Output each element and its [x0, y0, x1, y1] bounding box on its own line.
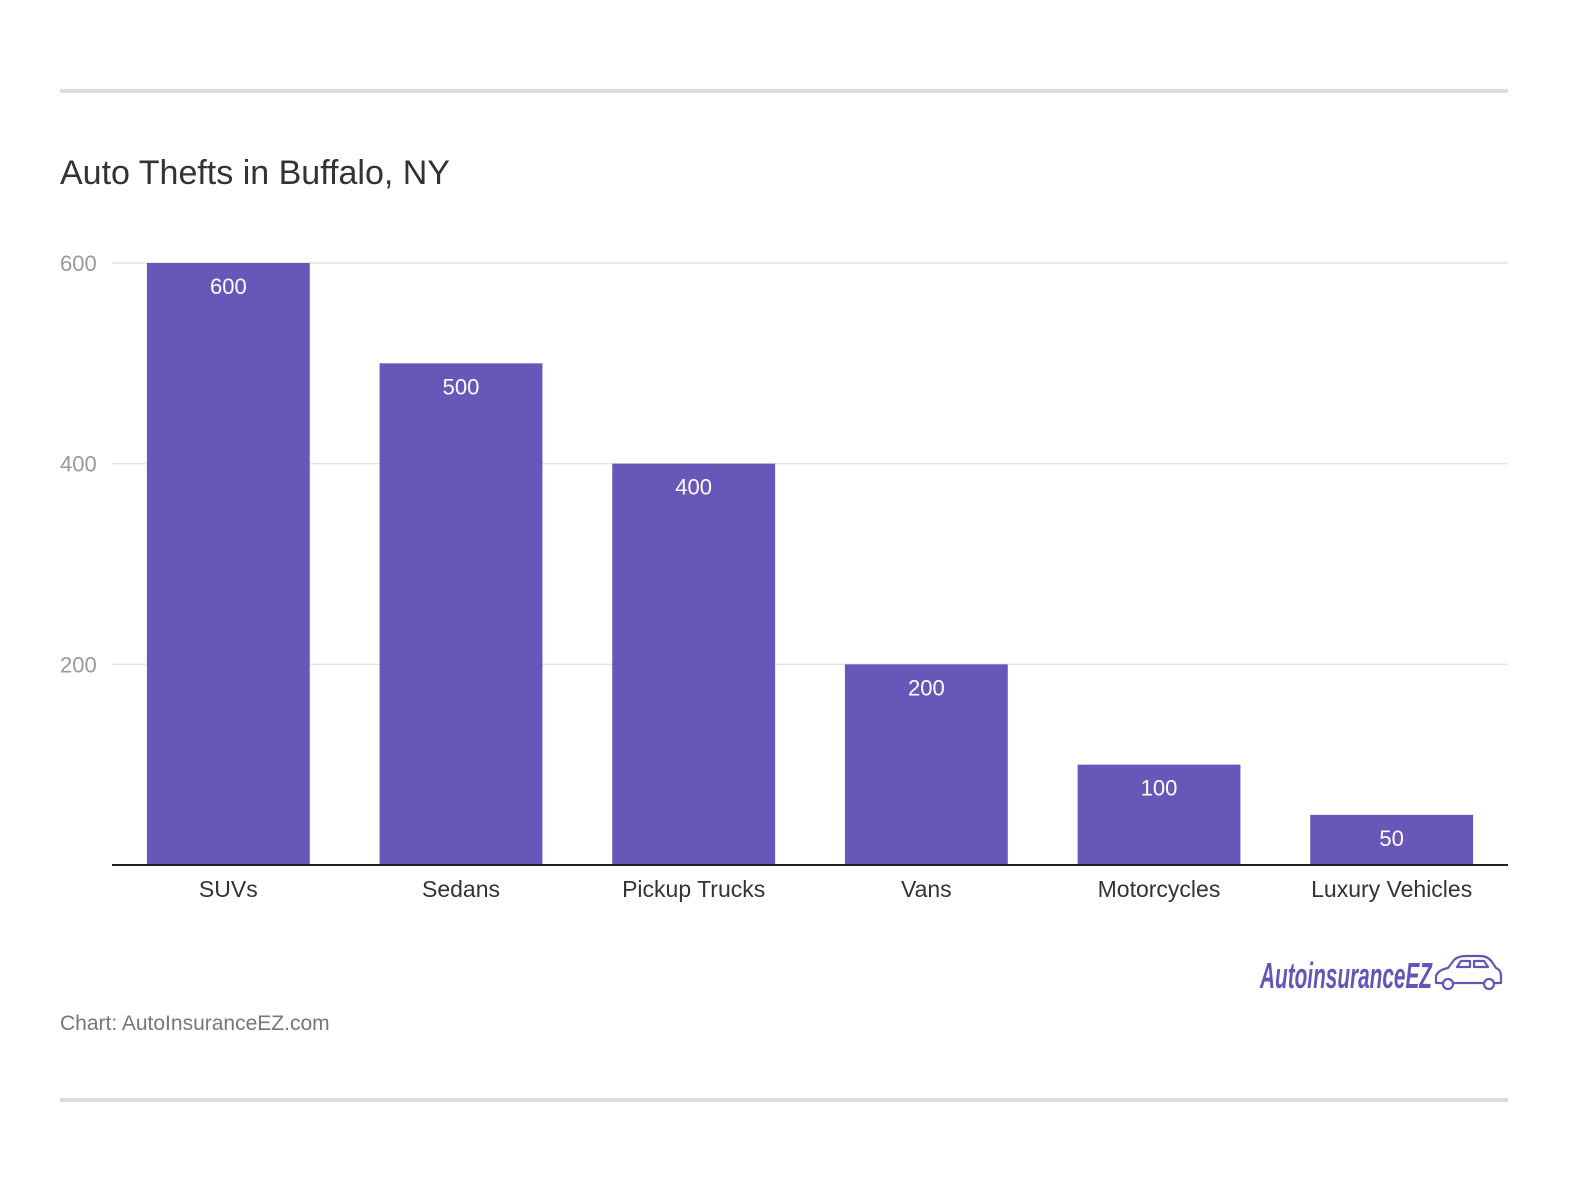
logo-wordmark: AutoinsuranceEZ: [1259, 955, 1433, 996]
bar-value-label: 600: [210, 274, 247, 299]
x-category-label: Vans: [901, 876, 952, 902]
bar: [379, 363, 543, 865]
bar: [146, 263, 310, 865]
y-tick-label: 600: [60, 251, 97, 276]
y-tick-label: 400: [60, 452, 97, 477]
x-category-label: Luxury Vehicles: [1311, 876, 1472, 902]
bar-value-label: 500: [443, 374, 480, 399]
x-category-label: SUVs: [199, 876, 258, 902]
bar: [1077, 764, 1241, 865]
x-category-label: Sedans: [422, 876, 500, 902]
bar-value-label: 50: [1379, 826, 1403, 851]
top-divider: [60, 89, 1508, 93]
bar-value-label: 200: [908, 675, 945, 700]
chart-source: Chart: AutoInsuranceEZ.com: [60, 1012, 330, 1035]
bottom-divider: [60, 1098, 1508, 1102]
bar: [612, 463, 776, 865]
bar-value-label: 400: [675, 475, 712, 500]
chart-title: Auto Thefts in Buffalo, NY: [60, 154, 450, 192]
x-category-label: Pickup Trucks: [622, 876, 765, 902]
car-icon: [1434, 954, 1503, 991]
autoinsuranceez-logo: AutoinsuranceEZ: [1259, 954, 1503, 996]
y-tick-label: 200: [60, 652, 97, 677]
x-category-label: Motorcycles: [1098, 876, 1221, 902]
bar: [1310, 814, 1474, 865]
bar: [844, 664, 1008, 865]
bar-value-label: 100: [1141, 776, 1178, 801]
